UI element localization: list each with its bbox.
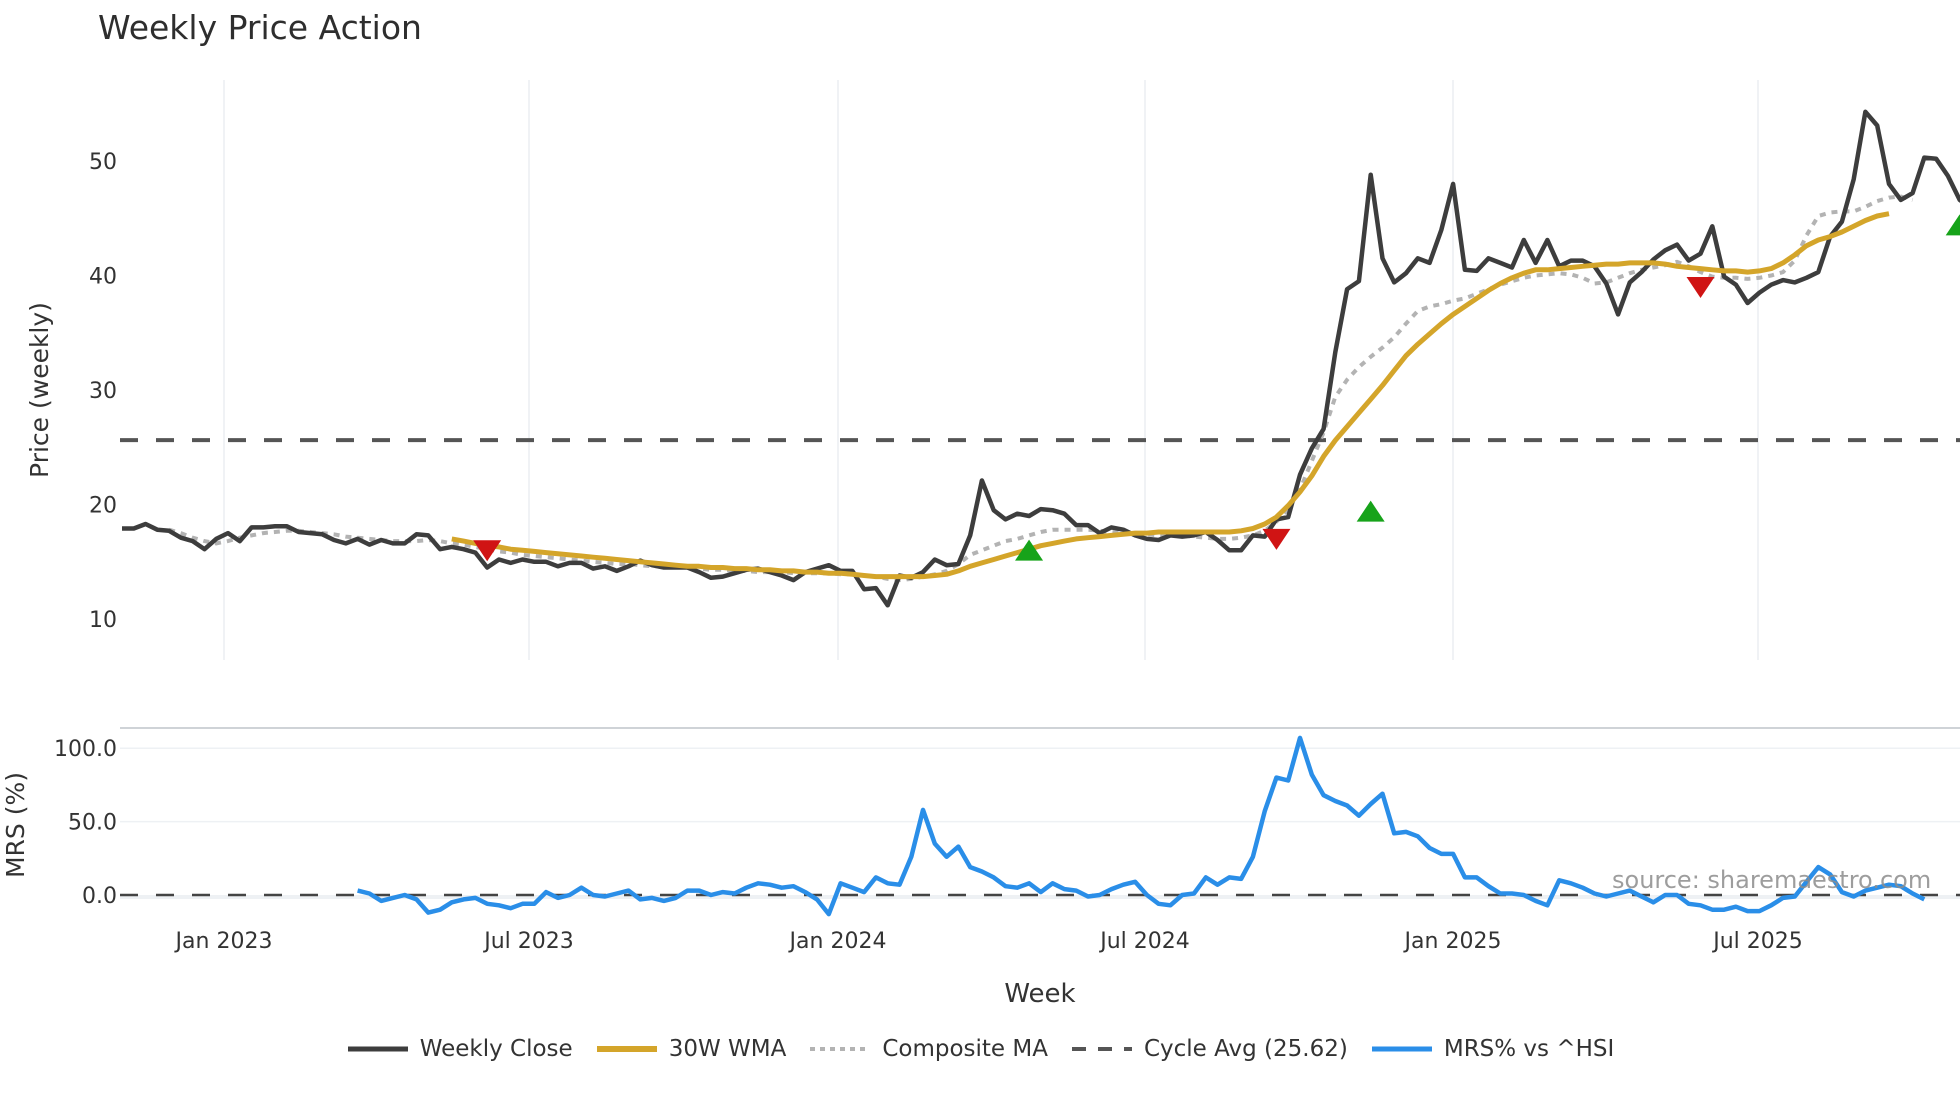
price-plot	[120, 109, 1960, 608]
mrs-line	[357, 735, 1926, 917]
sell-signal-icon	[1262, 528, 1291, 550]
legend-label: Cycle Avg (25.62)	[1143, 1036, 1348, 1062]
mrs-y-axis: 100.0 50.0 0.0 MRS (%)	[1, 737, 117, 909]
x-tick-label: Jul 2023	[482, 929, 574, 954]
price-tick-label: 40	[89, 265, 117, 290]
legend: Weekly Close 30W WMA Composite MA Cycle …	[0, 1036, 1960, 1062]
sell-signal-icon	[1686, 276, 1715, 298]
x-tick-label: Jan 2023	[174, 929, 273, 954]
legend-item-cycle-avg[interactable]: Cycle Avg (25.62)	[1070, 1036, 1348, 1062]
x-tick-label: Jul 2025	[1711, 929, 1803, 954]
source-watermark: source: sharemaestro.com	[1612, 866, 1932, 894]
x-axis-title: Week	[1004, 979, 1075, 1009]
price-tick-label: 10	[89, 608, 117, 633]
legend-item-weekly-close[interactable]: Weekly Close	[346, 1036, 573, 1062]
legend-item-30w-wma[interactable]: 30W WMA	[595, 1036, 787, 1062]
solid-line-icon	[1371, 1046, 1432, 1052]
legend-label: MRS% vs ^HSI	[1443, 1036, 1615, 1062]
mrs-tick-label: 0.0	[82, 884, 117, 909]
composite-ma-line	[168, 194, 1914, 583]
x-tick-label: Jan 2025	[1403, 929, 1502, 954]
price-y-axis: 10 20 30 40 50 Price (weekly)	[25, 150, 117, 633]
buy-signal-icon	[1356, 500, 1385, 522]
legend-label: Weekly Close	[419, 1036, 573, 1062]
mrs-tick-label: 50.0	[68, 811, 117, 836]
weekly-close-line	[122, 109, 1960, 608]
mrs-plot	[120, 735, 1960, 917]
price-tick-label: 50	[89, 150, 117, 175]
buy-signal-icon	[1015, 539, 1044, 561]
mrs-tick-label: 100.0	[54, 737, 117, 762]
legend-label: Composite MA	[882, 1036, 1048, 1062]
legend-item-composite-ma[interactable]: Composite MA	[808, 1036, 1048, 1062]
gridlines	[120, 80, 1960, 899]
price-axis-title: Price (weekly)	[25, 302, 54, 478]
x-tick-label: Jan 2024	[788, 929, 887, 954]
price-tick-label: 20	[89, 494, 117, 519]
x-axis: Jan 2023 Jul 2023 Jan 2024 Jul 2024 Jan 2025…	[174, 929, 1803, 1009]
solid-line-icon	[596, 1046, 657, 1052]
chart-title: Weekly Price Action	[98, 8, 422, 47]
dotted-line-icon	[810, 1047, 871, 1051]
price-tick-label: 30	[89, 379, 117, 404]
legend-label: 30W WMA	[668, 1036, 787, 1062]
sell-signal-icon	[473, 540, 502, 562]
x-tick-label: Jul 2024	[1098, 929, 1190, 954]
buy-signal-icon	[1945, 214, 1960, 236]
mrs-axis-title: MRS (%)	[1, 772, 30, 878]
30w-wma-line	[451, 211, 1890, 580]
dashed-line-icon	[1071, 1047, 1132, 1051]
legend-item-mrs[interactable]: MRS% vs ^HSI	[1370, 1036, 1614, 1062]
solid-line-icon	[347, 1046, 408, 1052]
